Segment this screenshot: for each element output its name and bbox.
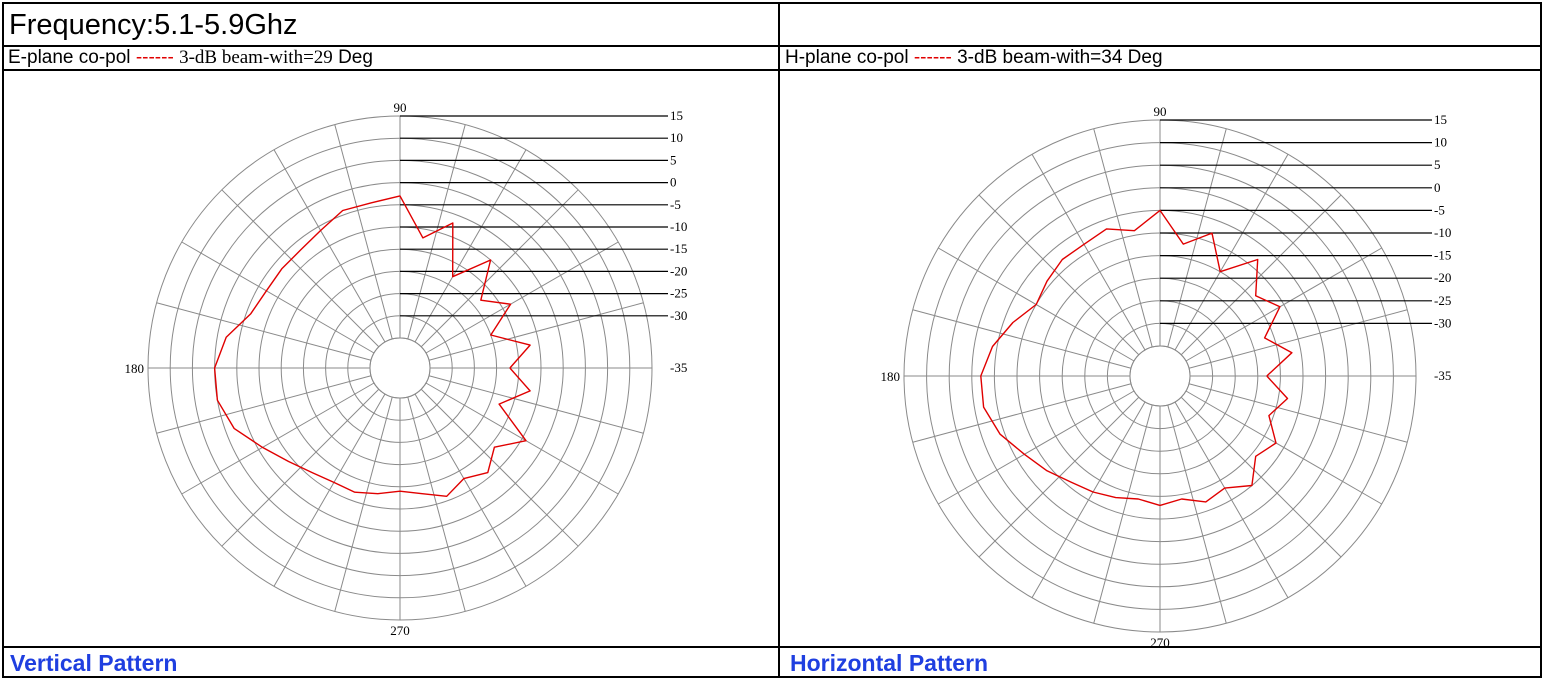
grid-spoke-300 xyxy=(1174,401,1289,598)
radial-tick-label--10: -10 xyxy=(670,219,687,234)
grid-spoke-120 xyxy=(273,149,386,343)
right-subtitle-prefix: H-plane co-pol xyxy=(785,47,909,68)
vertical-pattern-caption: Vertical Pattern xyxy=(10,650,178,676)
grid-spoke-45 xyxy=(1180,194,1342,356)
grid-spoke-195 xyxy=(156,375,372,434)
horizontal-pattern-caption: Horizontal Pattern xyxy=(790,650,989,676)
horizontal-pattern-chart: 15 10 5 0 -5 -10 -15 -20 -25 -30 -35 90 180 270 xyxy=(881,104,1452,646)
grid-spoke-45 xyxy=(420,189,579,348)
table-border-right xyxy=(1540,2,1542,678)
radial-tick-label--10: -10 xyxy=(1434,225,1451,240)
radial-tick-label-0: 0 xyxy=(1434,180,1441,195)
radial-tick-label-15: 15 xyxy=(1434,112,1447,127)
grid-spoke-315 xyxy=(420,388,579,547)
radial-tick-label--25: -25 xyxy=(1434,293,1451,308)
grid-spoke-210 xyxy=(938,390,1135,505)
grid-spoke-30 xyxy=(1185,247,1382,362)
grid-ring-center xyxy=(1129,345,1191,407)
frequency-title: Frequency:5.1-5.9Ghz xyxy=(9,9,298,41)
horizontal-pattern-trace xyxy=(980,209,1293,507)
grid-spoke-105 xyxy=(334,124,393,340)
grid-ring-center xyxy=(369,337,431,399)
left-beam-text: 3-dB beam-with=29 xyxy=(179,47,333,68)
grid-spoke-330 xyxy=(1185,390,1382,505)
grid-spoke-30 xyxy=(425,241,619,354)
grid-spoke-315 xyxy=(1180,396,1342,558)
grid-spoke-75 xyxy=(1167,128,1227,348)
radial-tick-label--35: -35 xyxy=(670,360,687,375)
grid-spoke-285 xyxy=(1167,404,1227,624)
grid-spoke-240 xyxy=(273,393,386,587)
grid-spoke-60 xyxy=(414,149,527,343)
grid-spoke-255 xyxy=(1093,404,1153,624)
vertical-pattern-chart: 15 10 5 0 -5 -10 -15 -20 -25 -30 -35 90 180 270 xyxy=(125,100,688,638)
radial-tick-label--25: -25 xyxy=(670,286,687,301)
radial-tick-label-15: 15 xyxy=(670,108,683,123)
grid-spoke-165 xyxy=(156,302,372,361)
grid-spoke-345 xyxy=(428,375,644,434)
grid-spoke-15 xyxy=(428,302,644,361)
grid-spoke-120 xyxy=(1031,154,1146,351)
grid-spoke-330 xyxy=(425,382,619,495)
right-legend-dash: ------ xyxy=(913,47,952,68)
grid-spoke-105 xyxy=(1093,128,1153,348)
grid-spoke-150 xyxy=(181,241,375,354)
grid-spoke-210 xyxy=(181,382,375,495)
angle-label-90: 90 xyxy=(394,100,407,115)
radial-tick-label--35: -35 xyxy=(1434,368,1451,383)
grid-spoke-165 xyxy=(912,309,1132,369)
radial-tick-label-10: 10 xyxy=(670,130,683,145)
right-beam-text: 3-dB beam-with=34 Deg xyxy=(957,47,1163,68)
radial-tick-label--5: -5 xyxy=(1434,202,1445,217)
grid-spoke-240 xyxy=(1031,401,1146,598)
radial-tick-label-10: 10 xyxy=(1434,135,1447,150)
angle-label-180: 180 xyxy=(881,369,901,384)
angle-label-180: 180 xyxy=(125,361,145,376)
table-border-left xyxy=(2,2,4,678)
radial-tick-label-5: 5 xyxy=(670,152,677,167)
angle-label-270: 270 xyxy=(1150,635,1170,646)
grid-spoke-135 xyxy=(978,194,1140,356)
table-border-top xyxy=(2,2,1542,4)
table-border-bottom xyxy=(2,676,1542,678)
radial-tick-label-5: 5 xyxy=(1434,157,1441,172)
grid-spoke-285 xyxy=(407,396,466,612)
vertical-pattern-trace xyxy=(213,195,531,497)
radial-tick-label--15: -15 xyxy=(1434,248,1451,263)
left-unit: Deg xyxy=(338,47,373,68)
radial-tick-label-0: 0 xyxy=(670,175,677,190)
right-subtitle: H-plane co-pol ------ 3-dB beam-with=34 … xyxy=(785,47,1163,69)
angle-label-90: 90 xyxy=(1154,104,1167,119)
grid-spoke-300 xyxy=(414,393,527,587)
grid-spoke-15 xyxy=(1188,309,1408,369)
radial-tick-label--30: -30 xyxy=(670,308,687,323)
table-divider-subtitle xyxy=(2,69,1542,71)
radial-tick-label--20: -20 xyxy=(1434,270,1451,285)
table-border-middle xyxy=(778,2,780,678)
grid-spoke-60 xyxy=(1174,154,1289,351)
grid-spoke-195 xyxy=(912,383,1132,443)
radial-tick-label--5: -5 xyxy=(670,197,681,212)
table-divider-caption xyxy=(2,646,1542,648)
angle-label-270: 270 xyxy=(390,623,410,638)
left-legend-dash: ------ xyxy=(135,47,174,68)
left-subtitle-prefix: E-plane co-pol xyxy=(8,47,131,68)
grid-spoke-255 xyxy=(334,396,393,612)
radial-tick-label--15: -15 xyxy=(670,241,687,256)
grid-spoke-135 xyxy=(221,189,380,348)
radial-tick-label--30: -30 xyxy=(1434,315,1451,330)
grid-spoke-345 xyxy=(1188,383,1408,443)
left-subtitle: E-plane co-pol ------ 3-dB beam-with=29 … xyxy=(8,47,373,69)
table-divider-header xyxy=(2,45,1542,47)
radial-tick-label--20: -20 xyxy=(670,263,687,278)
